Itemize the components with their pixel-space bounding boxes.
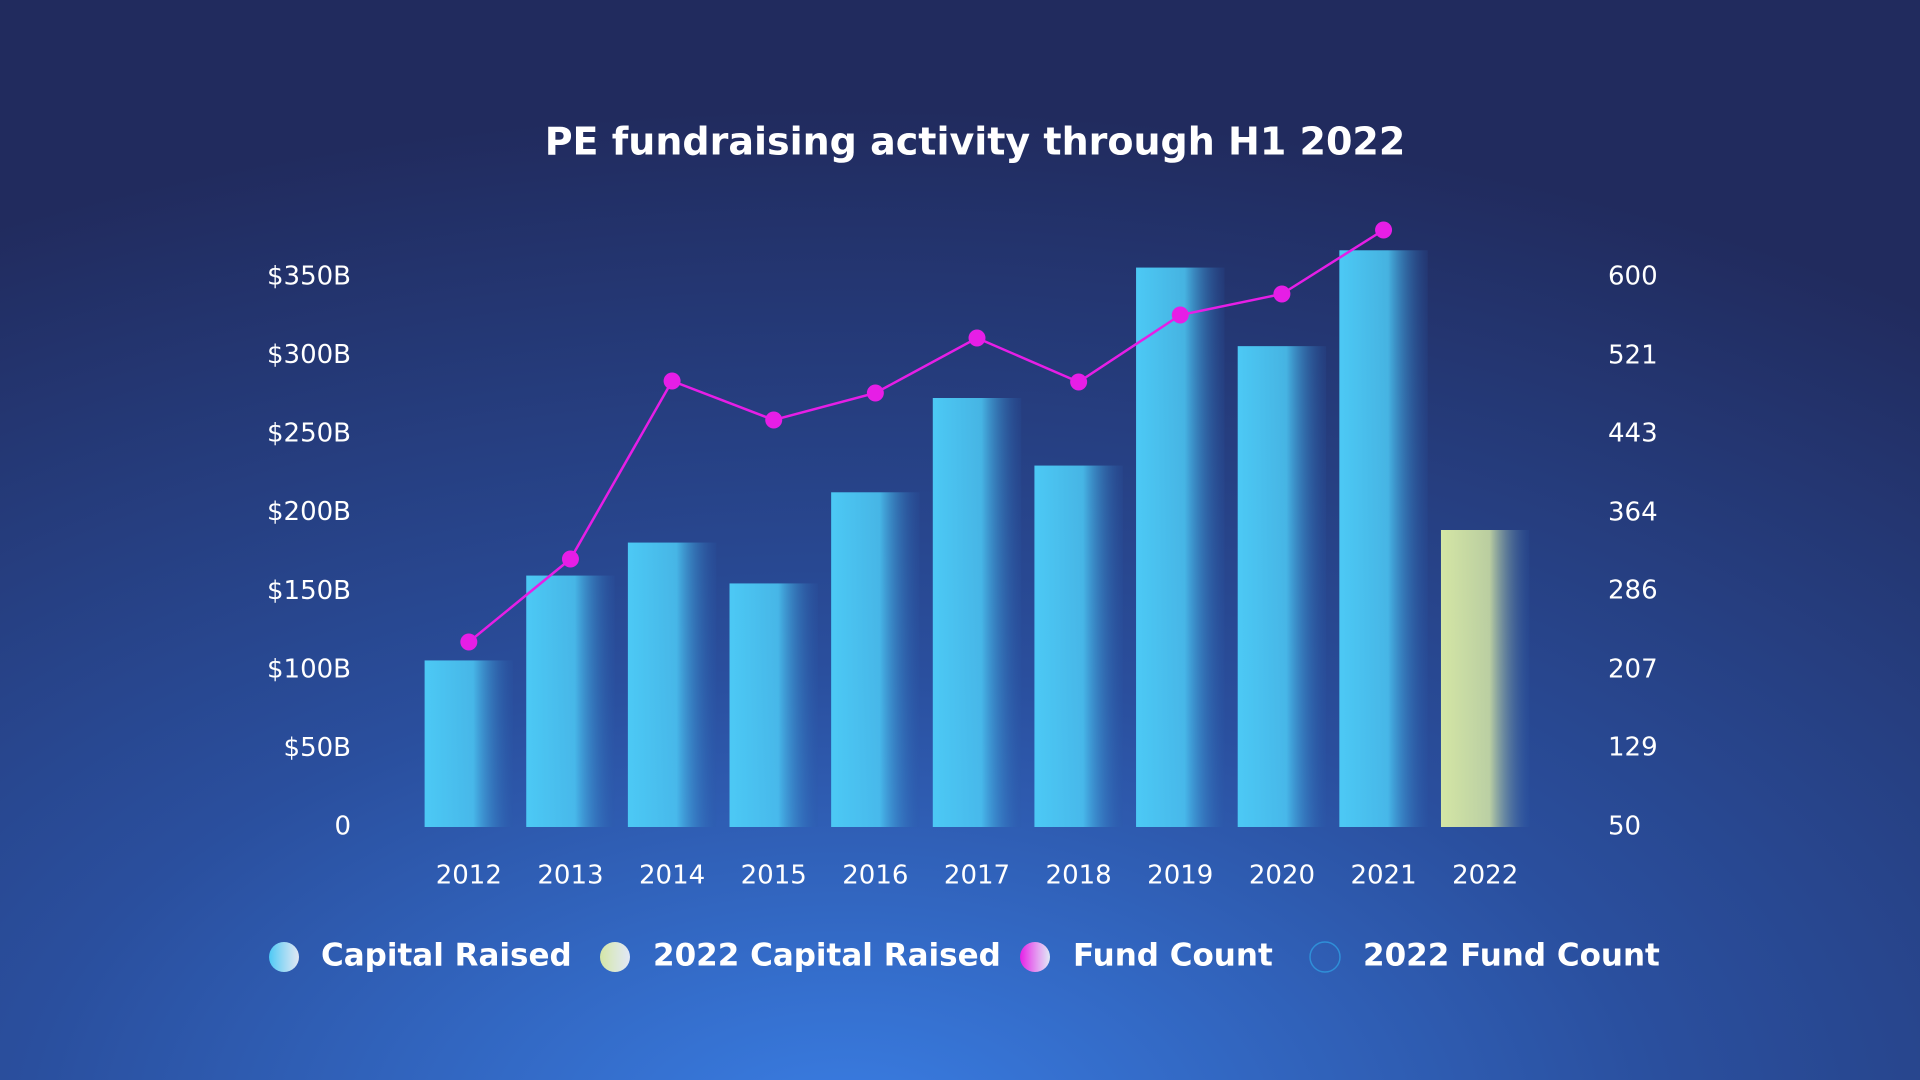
- x-tick-label: 2018: [1046, 861, 1112, 891]
- legend-label: 2022 Capital Raised: [653, 938, 1001, 974]
- bar: [729, 583, 818, 827]
- legend-label: 2022 Fund Count: [1363, 938, 1660, 974]
- line-marker: [663, 372, 681, 390]
- y-tick-label: $300B: [267, 340, 351, 370]
- y-tick-label: $50B: [284, 733, 351, 763]
- bar: [831, 492, 920, 827]
- x-tick-label: 2014: [639, 861, 705, 891]
- x-tick-label: 2019: [1147, 861, 1213, 891]
- legend-label: Fund Count: [1073, 938, 1273, 974]
- bar: [1034, 465, 1123, 827]
- bar: [424, 660, 514, 827]
- chart-title: PE fundraising activity through H1 2022: [545, 120, 1406, 164]
- legend-swatch: [1020, 942, 1050, 972]
- bar: [932, 398, 1022, 827]
- y2-tick-label: 207: [1608, 655, 1658, 685]
- line-marker: [968, 329, 986, 347]
- line-marker: [561, 550, 579, 568]
- bar: [1136, 267, 1225, 828]
- line-marker: [1375, 221, 1393, 239]
- x-tick-label: 2016: [842, 861, 908, 891]
- x-tick-label: 2022: [1452, 861, 1518, 891]
- x-tick-label: 2017: [944, 861, 1010, 891]
- x-tick-label: 2013: [537, 861, 603, 891]
- line-marker: [1171, 306, 1189, 324]
- legend-label: Capital Raised: [321, 938, 572, 974]
- x-tick-label: 2020: [1249, 861, 1315, 891]
- bar: [1339, 250, 1428, 828]
- y2-tick-label: 521: [1608, 341, 1658, 371]
- y2-tick-label: 600: [1608, 262, 1658, 292]
- line-marker: [866, 384, 884, 402]
- line-marker: [1273, 285, 1291, 303]
- legend-swatch: [269, 942, 299, 972]
- bar: [526, 575, 615, 827]
- y-tick-label: $350B: [267, 262, 351, 292]
- y2-tick-label: 129: [1608, 733, 1658, 763]
- y-tick-label: $150B: [267, 576, 351, 606]
- line-marker: [1070, 373, 1088, 391]
- y2-tick-label: 50: [1608, 812, 1641, 842]
- line: [468, 228, 1385, 643]
- y2-tick-label: 364: [1608, 498, 1658, 528]
- y-tick-label: $100B: [267, 654, 351, 684]
- x-tick-label: 2021: [1350, 861, 1416, 891]
- y-tick-label: $200B: [267, 497, 351, 527]
- legend-swatch: [600, 942, 630, 972]
- x-tick-label: 2015: [741, 861, 807, 891]
- line-marker: [765, 411, 783, 429]
- y-tick-label: $250B: [267, 419, 351, 449]
- y2-tick-label: 443: [1608, 419, 1658, 449]
- bar: [627, 542, 717, 827]
- x-tick-label: 2012: [436, 861, 502, 891]
- y2-tick-label: 286: [1608, 576, 1658, 606]
- bar: [1237, 346, 1327, 827]
- legend-swatch: [1309, 941, 1341, 973]
- line-marker: [460, 633, 478, 651]
- bar: [1440, 530, 1530, 827]
- y-tick-label: 0: [334, 812, 351, 842]
